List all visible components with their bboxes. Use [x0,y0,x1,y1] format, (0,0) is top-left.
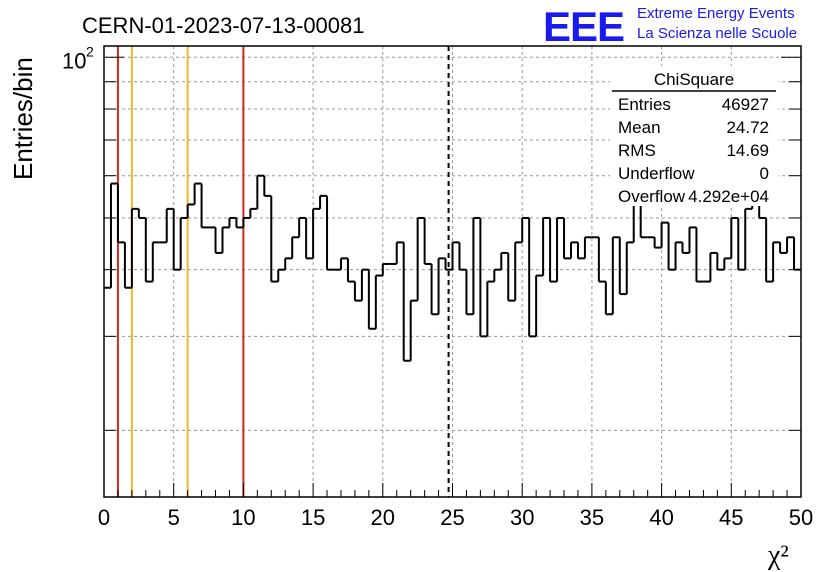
stats-value: 46927 [722,95,769,114]
x-tick-label: 50 [789,505,813,530]
x-tick-labels: 0 5 10 15 20 25 30 35 40 45 50 [98,505,813,530]
y-tick-label-exponent: 2 [86,43,94,59]
grid [104,46,801,497]
x-tick-label: 25 [440,505,464,530]
stats-label: Overflow [618,187,686,206]
stats-box-bg [610,66,778,206]
stats-label: Underflow [618,164,695,183]
axis-ticks [103,56,802,497]
y-axis-label: Entries/bin [8,57,38,180]
eee-logo: EEE Extreme Energy Events La Scienza nel… [543,3,797,50]
stats-label: Mean [618,118,661,137]
reference-lines [116,46,450,497]
logo-line-2: La Scienza nelle Scuole [637,25,797,42]
x-tick-label: 15 [301,505,325,530]
stats-label: RMS [618,141,656,160]
x-tick-label: 40 [649,505,673,530]
x-tick-label: 30 [510,505,534,530]
stats-value: 4.292e+04 [688,187,769,206]
logo-mark: EEE [543,3,624,50]
x-tick-label: 35 [580,505,604,530]
y-tick-label-base: 10 [62,48,86,73]
logo-line-1: Extreme Energy Events [637,5,795,22]
stats-value: 14.69 [726,141,769,160]
stats-label: Entries [618,95,671,114]
x-tick-label: 45 [719,505,743,530]
x-tick-label: 0 [98,505,110,530]
stats-value: 24.72 [726,118,769,137]
x-tick-label: 10 [231,505,255,530]
x-tick-label: 5 [168,505,180,530]
y-tick-labels: 10 2 [62,43,94,73]
x-tick-label: 20 [371,505,395,530]
run-title: CERN-01-2023-07-13-00081 [82,13,365,38]
stats-title: ChiSquare [654,70,734,89]
stats-value: 0 [760,164,769,183]
histogram [104,174,801,362]
stats-box: ChiSquare Entries 46927 Mean 24.72 RMS 14.69 U… [610,66,778,206]
x-axis-label: χ² [767,540,789,571]
